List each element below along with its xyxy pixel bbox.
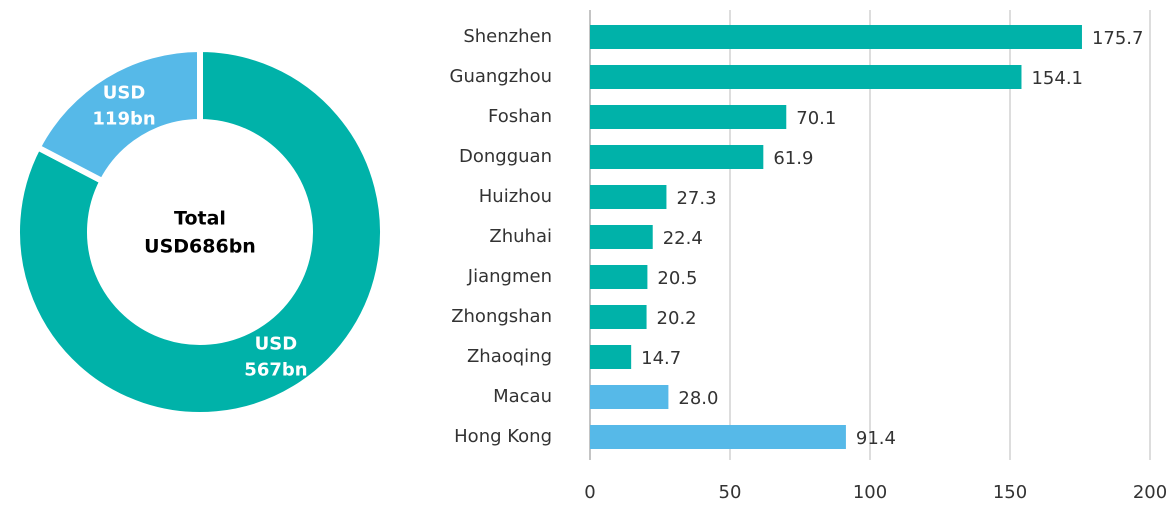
segment-label-line: USD: [103, 83, 146, 104]
y-tick-label: Hong Kong: [454, 426, 552, 447]
y-tick-label: Macau: [493, 386, 552, 407]
bar: [590, 305, 647, 329]
x-tick-label: 150: [993, 482, 1027, 503]
segment-label-line: 567bn: [244, 359, 307, 380]
value-label: 175.7: [1092, 28, 1144, 49]
bar: [590, 345, 632, 369]
value-label: 28.0: [678, 388, 718, 409]
x-tick-label: 0: [584, 482, 595, 503]
bar: [590, 225, 653, 249]
value-label: 27.3: [676, 188, 716, 209]
bar: [590, 265, 648, 289]
x-tick-label: 200: [1133, 482, 1167, 503]
donut-segment: [33, 45, 203, 186]
value-label: 14.7: [641, 348, 681, 369]
value-label: 91.4: [856, 428, 896, 449]
y-tick-label: Huizhou: [479, 186, 552, 207]
segment-label: USD 567bn: [244, 333, 307, 380]
value-label: 20.2: [657, 308, 697, 329]
value-label: 22.4: [663, 228, 703, 249]
donut-segment: [14, 45, 386, 418]
bar: [590, 65, 1022, 89]
bar: [590, 105, 787, 129]
value-label: 70.1: [796, 108, 836, 129]
segment-label: USD 119bn: [92, 83, 155, 130]
bar: [590, 385, 669, 409]
y-tick-label: Dongguan: [459, 146, 552, 167]
bar: [590, 25, 1082, 49]
y-tick-label: Shenzhen: [463, 26, 552, 47]
y-tick-label: Foshan: [488, 106, 552, 127]
bar: [590, 425, 846, 449]
segment-label-line: 119bn: [92, 109, 155, 130]
center-label: USD686bn: [144, 236, 256, 258]
x-tick-label: 50: [719, 482, 742, 503]
segment-label-line: USD: [255, 333, 298, 354]
value-label: 20.5: [657, 268, 697, 289]
y-tick-label: Jiangmen: [467, 266, 552, 287]
y-tick-label: Guangzhou: [450, 66, 553, 87]
x-tick-label: 100: [853, 482, 887, 503]
value-label: 154.1: [1031, 68, 1083, 89]
center-label: Total: [174, 208, 226, 230]
bar: [590, 185, 667, 209]
y-tick-label: Zhongshan: [451, 306, 552, 327]
y-tick-label: Zhuhai: [489, 226, 552, 247]
y-tick-label: Zhaoqing: [467, 346, 552, 367]
bar: [590, 145, 764, 169]
value-label: 61.9: [773, 148, 813, 169]
